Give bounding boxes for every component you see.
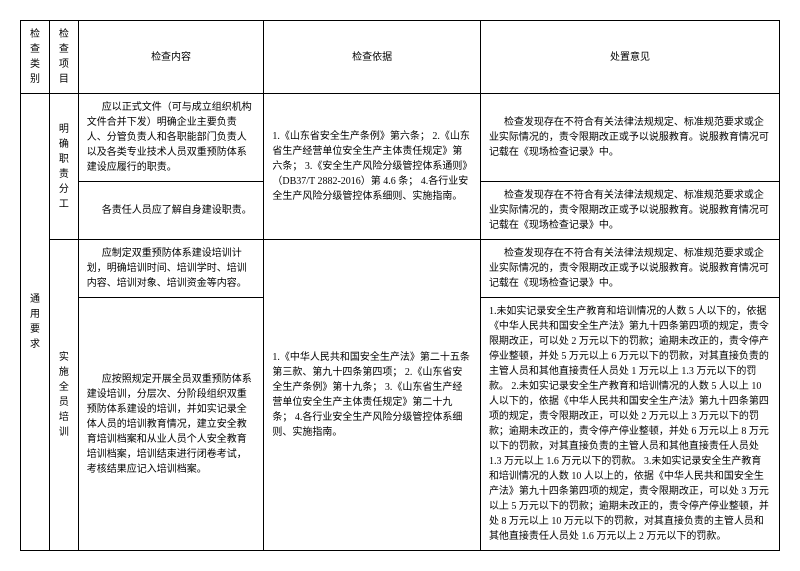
inspection-table: 检查类别 检查项目 检查内容 检查依据 处置意见 通用要求 明确职责分工 应以正… <box>20 20 780 551</box>
header-content: 检查内容 <box>78 21 264 94</box>
header-item: 检查项目 <box>49 21 78 94</box>
header-category: 检查类别 <box>21 21 50 94</box>
opinion-cell: 检查发现存在不符合有关法律法规规定、标准规范要求或企业实际情况的，责令限期改正或… <box>480 94 779 182</box>
opinion-cell: 检查发现存在不符合有关法律法规规定、标准规范要求或企业实际情况的，责令限期改正或… <box>480 182 779 240</box>
header-opinion: 处置意见 <box>480 21 779 94</box>
content-cell: 各责任人员应了解自身建设职责。 <box>78 182 264 240</box>
item-cell-2: 实施全员培训 <box>49 240 78 551</box>
table-row: 通用要求 明确职责分工 应以正式文件（可与成立组织机构文件合并下发）明确企业主要… <box>21 94 780 182</box>
basis-cell-34: 1.《中华人民共和国安全生产法》第二十五条第三款、第九十四条第四项； 2.《山东… <box>264 240 481 551</box>
content-cell: 应以正式文件（可与成立组织机构文件合并下发）明确企业主要负责人、分管负责人和各职… <box>78 94 264 182</box>
basis-cell-12: 1.《山东省安全生产条例》第六条； 2.《山东省生产经营单位安全生产主体责任规定… <box>264 94 481 240</box>
header-basis: 检查依据 <box>264 21 481 94</box>
content-cell: 应按照规定开展全员双重预防体系建设培训，分层次、分阶段组织双重预防体系建设的培训… <box>78 298 264 551</box>
table-row: 实施全员培训 应制定双重预防体系建设培训计划，明确培训时间、培训学时、培训内容、… <box>21 240 780 298</box>
opinion-cell: 1.未如实记录安全生产教育和培训情况的人数 5 人以下的，依据《中华人民共和国安… <box>480 298 779 551</box>
opinion-cell: 检查发现存在不符合有关法律法规规定、标准规范要求或企业实际情况的，责令限期改正或… <box>480 240 779 298</box>
header-row: 检查类别 检查项目 检查内容 检查依据 处置意见 <box>21 21 780 94</box>
category-cell: 通用要求 <box>21 94 50 551</box>
item-cell-1: 明确职责分工 <box>49 94 78 240</box>
content-cell: 应制定双重预防体系建设培训计划，明确培训时间、培训学时、培训内容、培训对象、培训… <box>78 240 264 298</box>
